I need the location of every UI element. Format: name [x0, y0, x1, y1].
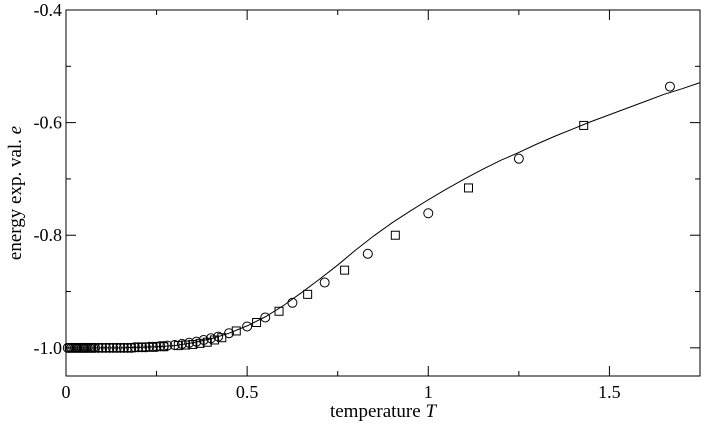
square-marker	[188, 339, 198, 349]
circle-marker	[664, 81, 675, 92]
square-marker	[86, 343, 96, 353]
x-tick-labels: 0 0.5 1 1.5	[62, 382, 621, 402]
plot-frame	[65, 9, 701, 377]
square-marker	[195, 338, 205, 348]
square-marker	[126, 343, 136, 353]
y-tick-labels: -1.0 -0.8 -0.6 -0.4	[34, 0, 63, 358]
square-marker	[159, 342, 169, 352]
y-tick-label: -0.6	[34, 113, 63, 133]
square-marker	[274, 306, 284, 316]
square-marker	[210, 335, 220, 345]
x-tick-label: 1.5	[598, 382, 621, 402]
square-marker	[104, 343, 114, 353]
circle-marker	[287, 297, 298, 308]
square-marker	[217, 333, 227, 343]
circle-marker	[260, 312, 271, 323]
square-marker	[303, 289, 313, 299]
square-marker	[231, 326, 241, 336]
y-tick-label: -0.4	[34, 0, 63, 20]
square-marker	[579, 120, 589, 130]
y-tick-label: -1.0	[34, 338, 63, 358]
square-marker	[72, 343, 82, 353]
x-axis-label: temperature T	[330, 401, 437, 422]
circle-marker	[242, 321, 253, 332]
square-marker	[94, 343, 104, 353]
x-tick-label: 1	[424, 382, 433, 402]
square-marker	[340, 265, 350, 275]
square-marker	[148, 342, 158, 352]
square-marker	[115, 343, 125, 353]
axis-ticks	[65, 9, 700, 376]
circle-marker	[362, 248, 373, 259]
circle-marker	[513, 153, 524, 164]
square-marker	[252, 318, 262, 328]
series-markers	[62, 81, 675, 353]
circle-marker	[319, 277, 330, 288]
x-tick-label: 0.5	[236, 382, 259, 402]
square-marker	[202, 337, 212, 347]
circle-marker	[423, 208, 434, 219]
square-marker	[463, 183, 473, 193]
y-tick-label: -0.8	[34, 225, 63, 245]
square-marker	[79, 343, 89, 353]
square-marker	[137, 342, 147, 352]
square-marker	[173, 341, 183, 351]
square-marker	[181, 340, 191, 350]
square-marker	[390, 230, 400, 240]
series-line	[69, 82, 701, 349]
y-axis-label: energy exp. val. e	[5, 126, 26, 260]
circle-marker	[224, 328, 235, 339]
x-tick-label: 0	[62, 382, 71, 402]
square-marker	[65, 343, 75, 353]
